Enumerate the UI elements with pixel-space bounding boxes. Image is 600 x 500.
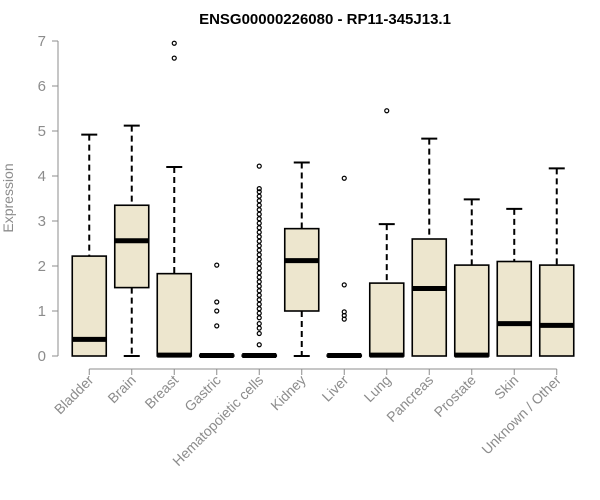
y-tick-label: 6 xyxy=(38,78,46,95)
y-tick-label: 3 xyxy=(38,213,46,230)
outlier-point xyxy=(256,189,262,195)
outlier-point xyxy=(256,330,262,337)
y-tick-label: 0 xyxy=(38,348,46,365)
x-tick-label: Skin xyxy=(491,372,522,403)
outlier-point xyxy=(256,207,262,213)
outlier-point xyxy=(341,282,347,288)
outlier-point xyxy=(256,279,262,285)
box-lung xyxy=(368,108,405,358)
outlier-point xyxy=(341,309,347,315)
outlier-point xyxy=(256,193,262,199)
box-iqr xyxy=(113,204,150,289)
box-gastric xyxy=(198,262,235,359)
y-tick-label: 1 xyxy=(38,303,46,320)
outlier-point xyxy=(256,265,262,271)
box-hematopoietic-cells xyxy=(241,163,278,359)
boxes-group xyxy=(71,40,575,359)
outlier-point xyxy=(256,243,262,249)
box-kidney xyxy=(283,161,320,357)
box-pancreas xyxy=(411,137,448,357)
box-unknown-other xyxy=(538,167,575,357)
outlier-point xyxy=(214,262,220,268)
box-iqr xyxy=(496,260,533,357)
x-tick-label: Liver xyxy=(319,372,352,405)
outlier-point xyxy=(256,315,262,321)
chart-title: ENSG00000226080 - RP11-345J13.1 xyxy=(199,11,451,28)
box-iqr xyxy=(156,272,193,357)
x-tick-label: Brain xyxy=(104,372,138,406)
outlier-point xyxy=(256,198,262,204)
x-tick-label: Bladder xyxy=(51,372,97,418)
y-tick-label: 2 xyxy=(38,258,46,275)
box-iqr xyxy=(411,238,448,357)
box-iqr xyxy=(368,282,405,357)
outlier-point xyxy=(256,306,262,312)
box-prostate xyxy=(453,198,490,358)
x-tick-label: Pancreas xyxy=(383,372,436,425)
y-axis: 0 1 2 3 4 5 6 7 xyxy=(38,33,59,365)
box-liver xyxy=(326,175,363,359)
outlier-point xyxy=(256,301,262,307)
outlier-point xyxy=(214,323,220,329)
outlier-point xyxy=(256,234,262,240)
outlier-point xyxy=(256,321,262,327)
outlier-point xyxy=(171,55,177,61)
outlier-point xyxy=(256,325,262,331)
y-tick-label: 4 xyxy=(38,168,46,185)
x-tick-label: Kidney xyxy=(267,372,309,414)
x-tick-label: Lung xyxy=(361,372,394,405)
y-axis-label: Expression xyxy=(0,163,16,232)
outlier-point xyxy=(256,288,262,294)
outlier-point xyxy=(256,216,262,222)
outlier-point xyxy=(256,220,262,226)
outlier-point xyxy=(214,308,220,314)
box-skin xyxy=(496,207,533,357)
outlier-point xyxy=(256,229,262,235)
outlier-point xyxy=(256,310,262,316)
outlier-point xyxy=(256,261,262,267)
box-iqr xyxy=(283,227,320,312)
x-tick-label: Breast xyxy=(141,372,181,412)
box-breast xyxy=(156,40,193,358)
box-brain xyxy=(113,124,150,357)
x-tick-label: Unknown / Other xyxy=(478,372,564,458)
outlier-point xyxy=(171,40,177,46)
y-tick-label: 7 xyxy=(38,33,46,50)
outlier-point xyxy=(256,225,262,231)
y-tick-label: 5 xyxy=(38,123,46,140)
outlier-point xyxy=(256,202,262,208)
box-bladder xyxy=(71,133,108,357)
outlier-point xyxy=(256,292,262,298)
outlier-point xyxy=(256,274,262,280)
outlier-point xyxy=(256,342,262,348)
x-tick-label: Prostate xyxy=(431,372,479,420)
outlier-point xyxy=(256,252,262,258)
outlier-point xyxy=(256,238,262,244)
outlier-point xyxy=(256,247,262,253)
outlier-point xyxy=(256,270,262,276)
outlier-point xyxy=(256,186,262,192)
outlier-point xyxy=(384,108,390,114)
outlier-point xyxy=(256,163,262,169)
box-iqr xyxy=(538,264,575,357)
outlier-point xyxy=(256,211,262,217)
outlier-point xyxy=(214,299,220,305)
outlier-point xyxy=(341,175,347,181)
outlier-point xyxy=(256,256,262,262)
outlier-point xyxy=(256,297,262,303)
box-iqr xyxy=(453,264,490,357)
outlier-point xyxy=(256,283,262,289)
